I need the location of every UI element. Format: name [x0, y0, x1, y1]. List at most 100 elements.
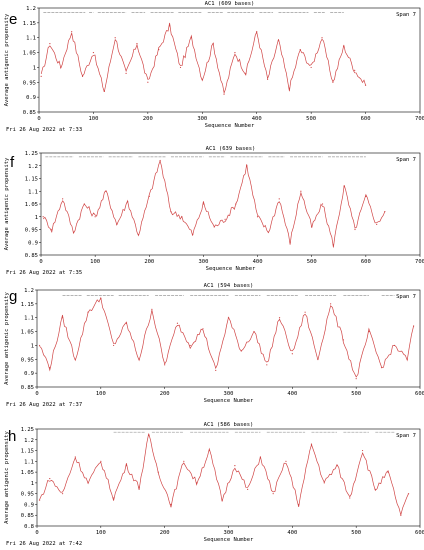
x-tick-label: 300: [198, 259, 208, 265]
data-point: [40, 75, 42, 77]
data-point: [81, 75, 84, 77]
y-tick-label: 0.9: [28, 240, 38, 246]
data-point: [215, 369, 217, 371]
data-point: [349, 497, 351, 499]
data-point: [151, 308, 153, 310]
data-point: [169, 25, 171, 27]
plot-frame: [36, 428, 421, 527]
data-point: [235, 203, 237, 205]
y-tick-label: 0.85: [21, 513, 34, 519]
data-point: [289, 241, 291, 243]
x-tick-label: 200: [144, 259, 154, 265]
x-tick-label: 300: [197, 116, 207, 122]
data-point: [332, 81, 334, 83]
data-point: [393, 344, 396, 347]
data-point: [355, 378, 357, 380]
data-point: [224, 218, 226, 220]
x-tick-label: 0: [37, 116, 40, 122]
x-tick-label: 300: [224, 391, 234, 397]
data-point: [103, 90, 105, 92]
data-point: [71, 31, 73, 33]
span-label: Span 7: [396, 12, 416, 18]
data-point: [245, 72, 247, 74]
panel-letter: g: [9, 288, 18, 305]
x-axis-label: Sequence Number: [204, 398, 254, 404]
data-point: [267, 78, 269, 80]
chart-panel-h: AC1 (586 bases) Span 7 0 100 200 300 400 500 600…: [4, 422, 424, 547]
y-axis-label: Average antigenic propensity: [4, 13, 10, 106]
y-tick-label: 1.1: [28, 189, 38, 195]
data-point: [183, 460, 185, 462]
y-tick-label: 1.05: [25, 202, 38, 208]
y-tick-label: 1.1: [24, 459, 34, 465]
x-tick-label: 200: [160, 391, 170, 397]
timestamp: Fri 26 Aug 2022 at 7:42: [6, 541, 82, 547]
y-tick-label: 0.95: [23, 80, 36, 86]
data-point: [311, 226, 313, 228]
data-point: [234, 465, 236, 467]
y-tick-label: 1: [35, 215, 38, 221]
data-point: [100, 297, 102, 299]
data-point: [321, 37, 323, 39]
span-label: Span 7: [396, 294, 416, 300]
data-point: [138, 486, 140, 488]
chart-title: AC1 (594 bases): [204, 283, 254, 289]
y-tick-label: 1: [31, 481, 34, 487]
data-point: [38, 499, 41, 501]
data-point: [384, 211, 386, 213]
data-point: [342, 339, 344, 341]
y-tick-label: 1.1: [26, 36, 36, 42]
chart-title: AC1 (609 bases): [205, 1, 255, 7]
data-point: [253, 330, 255, 333]
data-point: [343, 46, 345, 48]
data-point: [201, 78, 203, 80]
data-point: [221, 499, 223, 501]
data-point: [246, 165, 248, 167]
data-point: [304, 311, 306, 313]
data-point: [361, 449, 364, 452]
data-point: [267, 231, 269, 233]
x-tick-label: 500: [351, 530, 361, 536]
x-tick-label: 100: [90, 259, 100, 265]
data-point: [374, 488, 376, 490]
data-point: [192, 234, 194, 236]
data-point: [332, 244, 334, 246]
y-tick-label: 0.8: [24, 524, 34, 530]
chart-title: AC1 (586 bases): [204, 422, 254, 428]
data-point: [256, 31, 258, 33]
x-tick-label: 600: [361, 259, 371, 265]
data-point: [105, 190, 107, 192]
data-point: [138, 358, 140, 360]
timestamp: Fri 26 Aug 2022 at 7:37: [6, 402, 82, 408]
data-point: [125, 465, 127, 467]
data-point: [285, 460, 287, 462]
data-point: [368, 330, 370, 333]
y-tick-label: 1.25: [21, 427, 34, 433]
data-point: [38, 344, 41, 347]
data-point: [247, 488, 249, 490]
data-point: [202, 203, 205, 205]
data-point: [317, 358, 319, 360]
y-tick-label: 1.15: [25, 177, 38, 183]
data-point: [259, 456, 262, 458]
data-point: [127, 200, 129, 203]
data-point: [212, 43, 214, 45]
y-tick-label: 0.95: [21, 357, 34, 363]
data-point: [147, 81, 149, 83]
data-point: [42, 216, 44, 218]
timestamp: Fri 26 Aug 2022 at 7:35: [6, 270, 82, 276]
x-tick-label: 500: [351, 391, 361, 397]
chart-panel-g: AC1 (594 bases) Span 7 0 100 200 300 400 500 600…: [4, 283, 424, 408]
data-point: [51, 228, 53, 231]
data-point: [364, 84, 367, 86]
data-point: [164, 364, 166, 366]
data-point: [208, 449, 210, 452]
data-point: [189, 344, 191, 347]
data-point: [181, 216, 183, 218]
y-tick-label: 1.05: [21, 330, 34, 336]
data-point: [354, 228, 356, 231]
x-tick-label: 400: [253, 259, 263, 265]
y-tick-label: 1.15: [21, 449, 34, 455]
data-point: [195, 482, 198, 484]
